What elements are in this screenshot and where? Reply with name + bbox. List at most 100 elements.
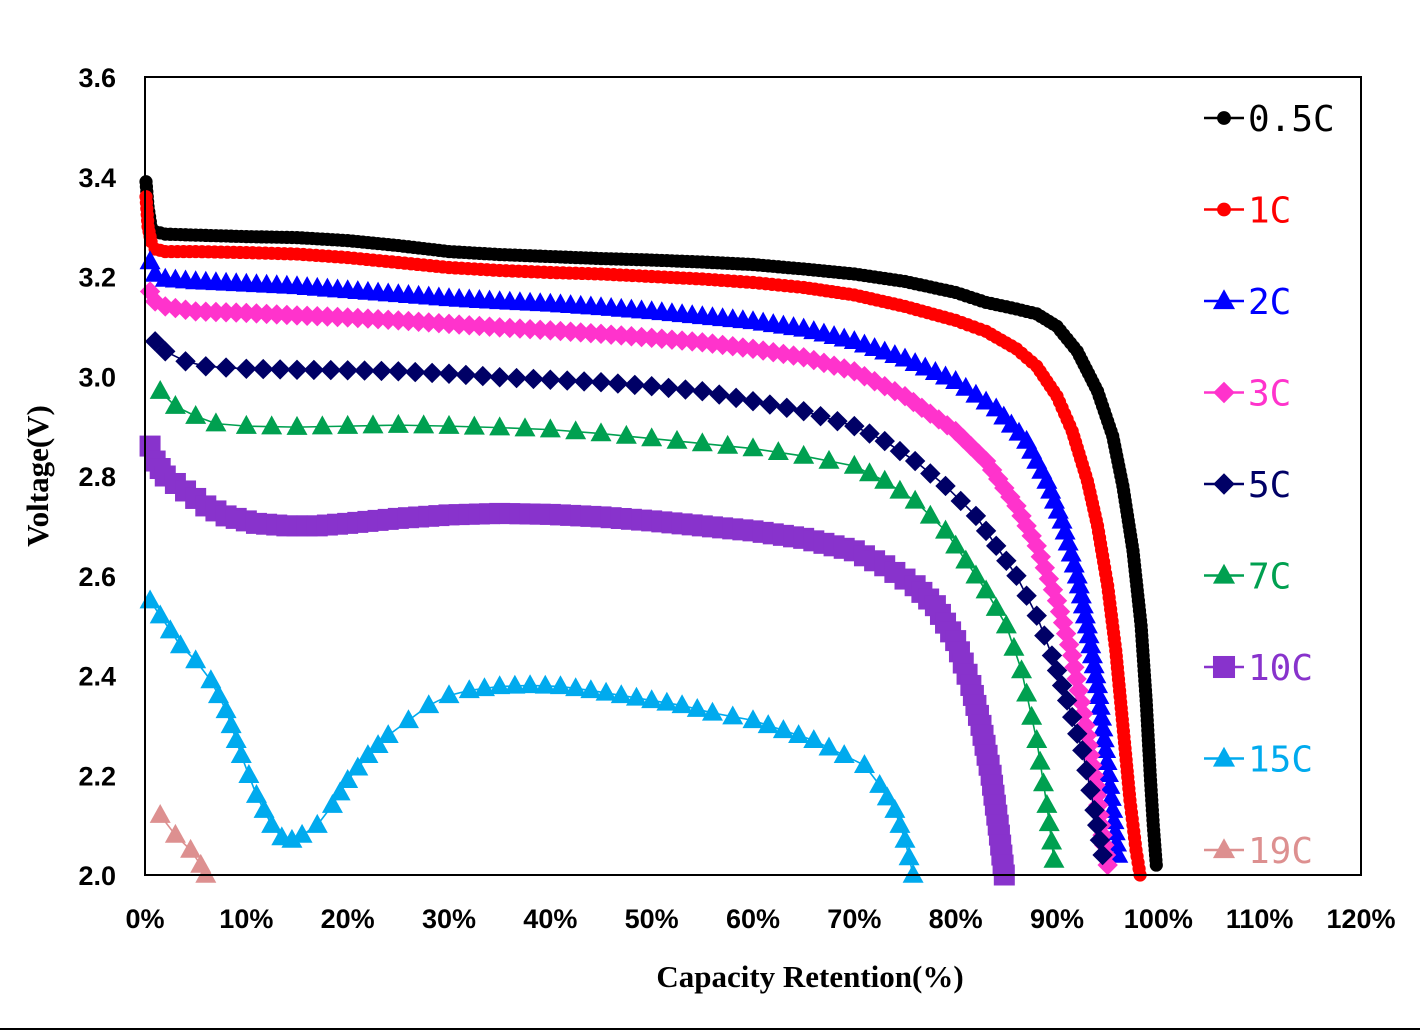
data-point	[803, 729, 825, 749]
series-1C	[139, 190, 1147, 882]
data-point	[595, 681, 617, 701]
data-point	[920, 403, 941, 424]
data-point	[1006, 565, 1027, 586]
data-point	[1091, 706, 1113, 726]
x-tick-label: 0%	[125, 904, 164, 934]
data-point	[1085, 664, 1107, 684]
x-tick-labels: 0% 10% 20% 30% 40% 50% 60% 70% 80% 90% 100% 110% 120…	[125, 904, 1395, 934]
data-point	[902, 863, 924, 883]
data-point	[610, 684, 632, 704]
data-point	[607, 373, 629, 394]
data-point	[869, 774, 891, 793]
data-point	[641, 427, 663, 447]
data-point	[742, 709, 764, 729]
data-point	[489, 675, 511, 695]
data-point	[438, 363, 460, 384]
x-tick-label: 10%	[219, 904, 273, 934]
data-point	[1000, 486, 1021, 508]
data-point	[1011, 659, 1033, 679]
data-point	[1003, 636, 1025, 656]
data-point	[207, 684, 229, 704]
data-point	[245, 784, 267, 803]
data-point	[818, 736, 840, 756]
data-point	[935, 519, 957, 539]
data-point	[1080, 745, 1101, 766]
data-point	[928, 409, 949, 430]
data-point	[1055, 623, 1077, 644]
data-point	[1026, 535, 1047, 557]
data-point	[580, 679, 602, 699]
data-point	[155, 296, 176, 317]
x-tick-label: 90%	[1030, 904, 1084, 934]
legend-item: 10C	[1204, 648, 1313, 689]
data-point	[1052, 612, 1074, 633]
y-tick-label: 2.8	[78, 462, 116, 492]
data-point	[421, 362, 443, 384]
y-tick-label: 3.0	[78, 362, 116, 392]
data-point	[169, 634, 191, 654]
y-tick-label: 2.0	[78, 861, 116, 891]
data-point	[1095, 739, 1117, 759]
data-point	[1021, 525, 1042, 547]
data-point	[874, 376, 895, 397]
data-point	[686, 697, 708, 717]
data-point	[155, 341, 176, 362]
data-point	[458, 679, 480, 699]
data-point	[337, 414, 359, 434]
legend-label: 5C	[1248, 465, 1291, 506]
series-2C	[139, 250, 1129, 863]
x-tick-label: 60%	[726, 904, 780, 934]
data-point	[692, 381, 713, 402]
data-point	[955, 376, 977, 396]
plot-area-frame	[144, 76, 1362, 876]
x-tick-label: 80%	[929, 904, 983, 934]
data-point	[253, 358, 274, 380]
data-point	[675, 379, 696, 400]
data-point	[898, 846, 920, 866]
data-point	[253, 798, 275, 818]
data-point	[1057, 531, 1079, 551]
series-layer	[139, 175, 1163, 886]
legend-label: 0.5C	[1248, 99, 1335, 140]
series-0.5C	[139, 175, 1163, 872]
data-point	[985, 596, 1007, 616]
data-point	[1072, 594, 1094, 614]
data-point	[889, 813, 911, 833]
data-point	[220, 714, 242, 734]
x-tick-label: 120%	[1326, 904, 1395, 934]
data-point	[965, 383, 987, 403]
data-point	[767, 441, 789, 461]
data-point	[225, 729, 247, 749]
data-point	[1099, 775, 1121, 794]
data-point	[717, 434, 739, 454]
data-point	[1016, 682, 1038, 702]
data-point	[843, 454, 865, 474]
data-point	[1089, 695, 1111, 715]
data-point	[965, 505, 987, 527]
data-point	[388, 361, 409, 382]
legend-label: 10C	[1248, 648, 1313, 689]
data-point	[615, 424, 637, 444]
data-point	[1051, 675, 1073, 696]
data-point	[725, 387, 747, 409]
data-point	[291, 823, 313, 843]
data-point	[945, 534, 967, 554]
legend: 0.5C 1C 2C 3C 5C 7C 10C 15C 19C	[1204, 99, 1335, 872]
data-point	[1074, 604, 1096, 624]
data-point	[286, 359, 308, 380]
data-point	[238, 764, 260, 783]
data-point	[514, 417, 536, 437]
legend-item: 0.5C	[1204, 99, 1335, 140]
data-point	[981, 459, 1003, 481]
data-point	[530, 319, 551, 340]
data-point	[1063, 553, 1085, 573]
data-point	[473, 677, 495, 697]
series-7C	[149, 380, 1065, 868]
x-tick-label: 40%	[523, 904, 577, 934]
data-point	[1066, 564, 1088, 584]
legend-item: 19C	[1204, 831, 1313, 872]
data-point	[651, 328, 672, 349]
data-point	[261, 415, 283, 435]
data-point	[149, 604, 171, 624]
data-point	[1034, 625, 1055, 646]
